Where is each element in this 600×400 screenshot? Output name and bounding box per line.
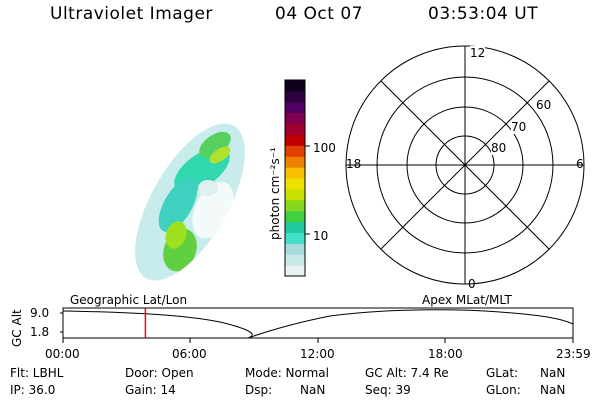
- dsp-label: Dsp:: [245, 383, 273, 397]
- time-label: 03:53:04 UT: [428, 4, 539, 24]
- geographic-title: Geographic Lat/Lon: [70, 293, 188, 307]
- glon-label: GLon:: [486, 383, 521, 397]
- altitude-ytick-1-8: 1.8: [30, 325, 50, 339]
- altitude-xtick-2359: 23:59: [556, 347, 591, 361]
- lat-label-80: 80: [491, 141, 507, 155]
- altitude-xtick-0000: 00:00: [45, 347, 80, 361]
- color-bar-stop: [285, 178, 305, 190]
- gc-alt-info: GC Alt: 7.4 Re: [365, 366, 449, 380]
- date-label: 04 Oct 07: [275, 4, 363, 24]
- altitude-ytick-9: 9.0: [30, 306, 50, 320]
- door-info: Door: Open: [125, 366, 194, 380]
- altitude-xtick-0600: 06:00: [172, 347, 207, 361]
- color-bar-stop: [285, 210, 305, 223]
- ip-info: IP: 36.0: [10, 383, 56, 397]
- color-bar-stop: [285, 123, 305, 135]
- altitude-ylabel: GC Alt: [10, 309, 24, 347]
- dsp-value: NaN: [300, 383, 326, 397]
- glon-value: NaN: [540, 383, 566, 397]
- glat-value: NaN: [540, 366, 566, 380]
- color-bar-stop: [285, 101, 305, 114]
- altitude-xtick-1200: 12:00: [300, 347, 335, 361]
- color-bar-stop: [285, 254, 305, 266]
- color-bar-gradient: [285, 80, 305, 277]
- color-bar-stop: [285, 232, 305, 244]
- auroral-image: [120, 110, 260, 290]
- color-bar-stop: [285, 243, 305, 255]
- color-bar-stop: [285, 112, 305, 125]
- mlt-label-18: 18: [346, 157, 362, 171]
- color-bar-stop: [285, 199, 305, 212]
- color-bar-stop: [285, 90, 305, 103]
- altitude-plot: [60, 307, 574, 343]
- colorbar-label: photon cm⁻²s⁻¹: [268, 147, 282, 240]
- color-bar-stop: [285, 156, 305, 168]
- color-bar-stop: [285, 188, 305, 201]
- mlt-label-12: 12: [470, 46, 486, 60]
- color-bar-stop: [285, 134, 305, 146]
- polar-grid: [345, 45, 585, 285]
- color-bar-stop: [285, 145, 305, 157]
- color-bar-stop: [285, 221, 305, 233]
- mlt-label-0: 0: [468, 277, 476, 291]
- color-bar: [284, 79, 310, 277]
- instrument-title: Ultraviolet Imager: [50, 4, 213, 24]
- apex-title: Apex MLat/MLT: [422, 293, 512, 307]
- filter-info: Flt: LBHL: [10, 366, 64, 380]
- color-bar-stop: [285, 80, 305, 92]
- gain-info: Gain: 14: [125, 383, 176, 397]
- lat-label-70: 70: [511, 120, 527, 134]
- color-bar-stop: [285, 265, 305, 277]
- colorbar-tick-10: 10: [313, 229, 329, 243]
- seq-info: Seq: 39: [365, 383, 411, 397]
- mode-info: Mode: Normal: [245, 366, 329, 380]
- colorbar-tick-100: 100: [313, 141, 336, 155]
- mlt-label-6: 6: [576, 157, 584, 171]
- glat-label: GLat:: [486, 366, 519, 380]
- color-bar-stop: [285, 167, 305, 179]
- altitude-xtick-1800: 18:00: [428, 347, 463, 361]
- lat-label-60: 60: [536, 98, 552, 112]
